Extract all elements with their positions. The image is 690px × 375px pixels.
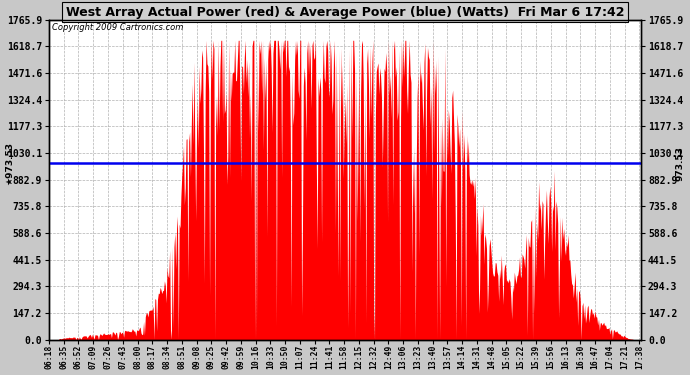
Text: 973.53: 973.53 [676, 146, 684, 181]
Text: Copyright 2009 Cartronics.com: Copyright 2009 Cartronics.com [52, 23, 184, 32]
Title: West Array Actual Power (red) & Average Power (blue) (Watts)  Fri Mar 6 17:42: West Array Actual Power (red) & Average … [66, 6, 624, 18]
Text: ★973.53: ★973.53 [6, 142, 14, 185]
